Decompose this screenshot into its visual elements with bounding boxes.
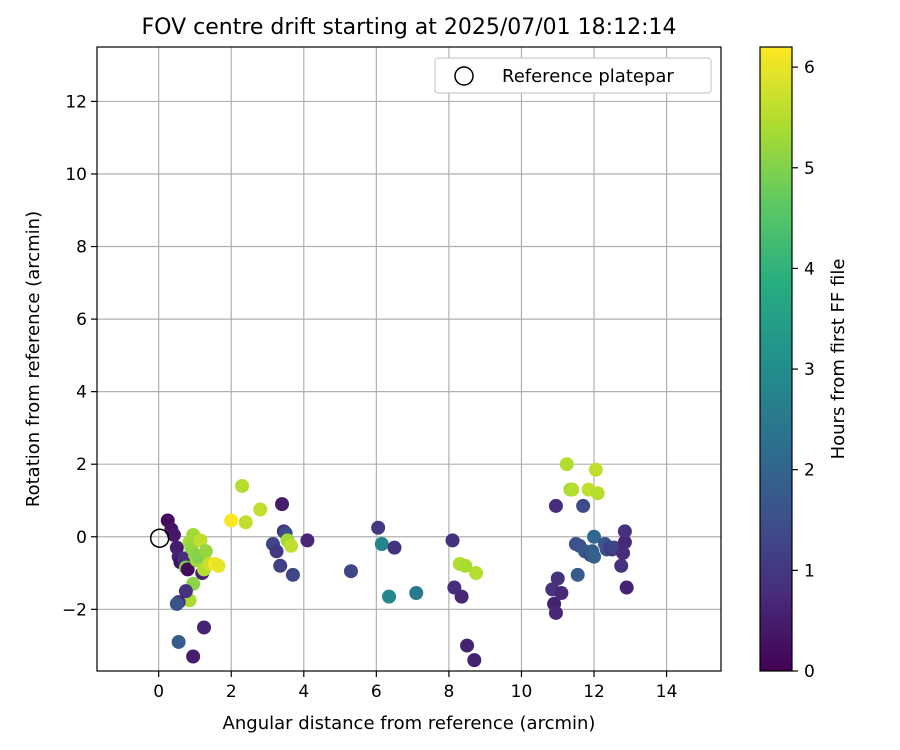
data-point — [273, 558, 288, 573]
data-point — [269, 544, 284, 559]
x-tick-label: 8 — [443, 682, 454, 702]
y-tick-label: 10 — [65, 165, 87, 185]
x-tick-label: 12 — [583, 682, 605, 702]
data-point — [186, 649, 201, 664]
data-point — [469, 566, 484, 581]
chart-title: FOV centre drift starting at 2025/07/01 … — [142, 15, 677, 40]
data-point — [171, 634, 186, 649]
data-point — [554, 586, 569, 600]
x-axis-ticks: 0 2 4 6 8 10 12 14 — [153, 671, 677, 702]
data-point — [235, 478, 250, 493]
x-tick-label: 2 — [226, 682, 237, 702]
data-point — [576, 498, 591, 513]
colorbar: 0 1 2 3 4 5 6 Hours from first FF file — [759, 46, 849, 682]
data-point — [284, 538, 299, 553]
data-point — [371, 520, 386, 535]
colorbar-tick-label: 3 — [804, 360, 815, 380]
data-point — [454, 589, 469, 604]
colorbar-tick-label: 2 — [804, 461, 815, 481]
data-point — [238, 515, 253, 530]
data-point — [180, 562, 195, 577]
data-point — [550, 571, 565, 586]
data-point — [619, 580, 634, 595]
y-tick-label: 12 — [65, 92, 87, 112]
data-point — [409, 586, 424, 600]
data-point — [614, 558, 629, 573]
data-point — [253, 502, 268, 517]
legend: Reference platepar — [434, 57, 712, 94]
data-point — [458, 558, 473, 573]
data-point — [300, 533, 315, 548]
data-point — [374, 537, 389, 552]
data-point — [193, 533, 208, 548]
data-point — [617, 535, 632, 550]
legend-marker — [454, 66, 474, 86]
y-axis-ticks: −2 0 2 4 6 8 10 12 — [62, 92, 97, 620]
y-tick-label: 4 — [76, 383, 87, 403]
data-point — [548, 498, 563, 513]
y-tick-label: 2 — [76, 455, 87, 475]
colorbar-tick-label: 0 — [804, 662, 815, 682]
data-point — [285, 567, 300, 582]
data-point — [224, 513, 239, 528]
colorbar-tick-label: 5 — [804, 159, 815, 179]
data-point — [197, 620, 212, 635]
y-tick-label: 6 — [76, 310, 87, 330]
colorbar-tick-label: 1 — [804, 561, 815, 581]
colorbar-tick-label: 4 — [804, 259, 815, 279]
x-tick-label: 6 — [371, 682, 382, 702]
reference-marker — [149, 528, 170, 548]
y-tick-label: −2 — [62, 600, 87, 620]
x-axis-label: Angular distance from reference (arcmin) — [223, 713, 596, 734]
data-point — [588, 462, 603, 477]
data-point — [570, 567, 585, 582]
data-point — [548, 605, 563, 620]
data-point — [166, 527, 181, 542]
colorbar-ticks: 0 1 2 3 4 5 6 — [792, 58, 815, 682]
data-point — [590, 486, 605, 501]
data-point — [382, 589, 397, 604]
data-point — [178, 584, 193, 599]
data-point — [275, 497, 290, 512]
data-point — [169, 596, 184, 611]
data-point — [565, 482, 580, 497]
data-point — [211, 558, 226, 573]
data-point — [387, 540, 402, 555]
data-point — [587, 529, 602, 544]
data-point — [587, 549, 602, 564]
scatter-points — [160, 457, 634, 668]
plot-area — [96, 46, 722, 672]
data-point — [559, 457, 574, 472]
data-point — [617, 524, 632, 539]
data-point — [343, 564, 358, 579]
data-point — [467, 653, 482, 668]
x-tick-label: 14 — [656, 682, 678, 702]
y-axis-label: Rotation from reference (arcmin) — [23, 211, 44, 507]
x-tick-label: 10 — [511, 682, 533, 702]
colorbar-gradient — [759, 46, 793, 672]
data-point — [445, 533, 460, 548]
grid — [97, 47, 721, 671]
y-tick-label: 0 — [76, 528, 87, 548]
legend-box — [434, 57, 712, 94]
colorbar-tick-label: 6 — [804, 58, 815, 78]
data-point — [198, 544, 213, 559]
x-tick-label: 0 — [153, 682, 164, 702]
data-point — [460, 638, 475, 653]
y-tick-label: 8 — [76, 238, 87, 258]
colorbar-label: Hours from first FF file — [828, 259, 849, 460]
x-tick-label: 4 — [298, 682, 309, 702]
data-point — [616, 546, 631, 561]
legend-label: Reference platepar — [502, 66, 674, 87]
